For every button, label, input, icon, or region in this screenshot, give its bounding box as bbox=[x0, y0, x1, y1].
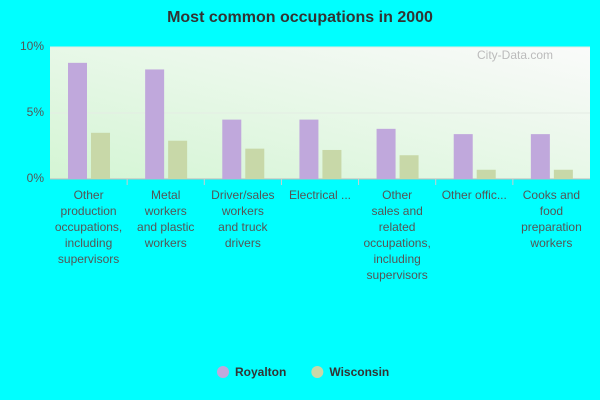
bar bbox=[476, 169, 496, 179]
x-tick-label: workers bbox=[144, 236, 187, 250]
bar bbox=[376, 128, 396, 179]
bar bbox=[453, 134, 473, 179]
x-tick-label: Metal bbox=[151, 188, 180, 202]
x-tick-label: Other offic... bbox=[442, 188, 507, 202]
y-tick-label: 10% bbox=[20, 39, 44, 53]
y-tick-label: 5% bbox=[27, 105, 45, 119]
bar bbox=[299, 119, 319, 179]
x-tick-label: occupations, bbox=[363, 236, 430, 250]
x-tick-label: workers bbox=[221, 204, 264, 218]
x-tick-label: Other bbox=[74, 188, 104, 202]
bar bbox=[91, 132, 110, 179]
bar bbox=[168, 140, 188, 179]
x-tick-label: workers bbox=[144, 204, 187, 218]
x-tick-label: Cooks and bbox=[523, 188, 580, 202]
x-tick-label: sales and bbox=[371, 204, 422, 218]
x-tick-label: supervisors bbox=[58, 252, 119, 266]
x-tick-label: related bbox=[379, 220, 416, 234]
bar bbox=[530, 134, 550, 179]
x-tick-label: production bbox=[61, 204, 117, 218]
x-tick-label: and truck bbox=[218, 220, 268, 234]
x-tick-label: drivers bbox=[225, 236, 261, 250]
x-tick-label: preparation bbox=[521, 220, 582, 234]
bar bbox=[322, 149, 342, 179]
x-tick-label: including bbox=[373, 252, 420, 266]
legend-swatch bbox=[311, 366, 324, 378]
chart-title: Most common occupations in 2000 bbox=[167, 9, 433, 26]
x-tick-label: occupations, bbox=[55, 220, 122, 234]
bar bbox=[399, 155, 419, 179]
y-tick-label: 0% bbox=[27, 171, 45, 185]
bar bbox=[245, 148, 265, 179]
bar bbox=[553, 169, 573, 179]
legend-swatch bbox=[217, 366, 229, 378]
legend-label: Wisconsin bbox=[329, 365, 389, 379]
x-tick-label: and plastic bbox=[137, 220, 194, 234]
x-tick-label: workers bbox=[529, 236, 572, 250]
bar bbox=[145, 69, 165, 179]
x-tick-label: Other bbox=[382, 188, 412, 202]
x-tick-label: supervisors bbox=[366, 268, 427, 282]
x-tick-label: Electrical ... bbox=[289, 188, 351, 202]
x-tick-label: food bbox=[540, 204, 563, 218]
legend-label: Royalton bbox=[235, 365, 286, 379]
x-tick-label: Driver/sales bbox=[211, 188, 274, 202]
watermark: City-Data.com bbox=[477, 48, 553, 62]
x-tick-label: including bbox=[65, 236, 112, 250]
bar bbox=[68, 62, 87, 180]
bar bbox=[222, 119, 242, 179]
